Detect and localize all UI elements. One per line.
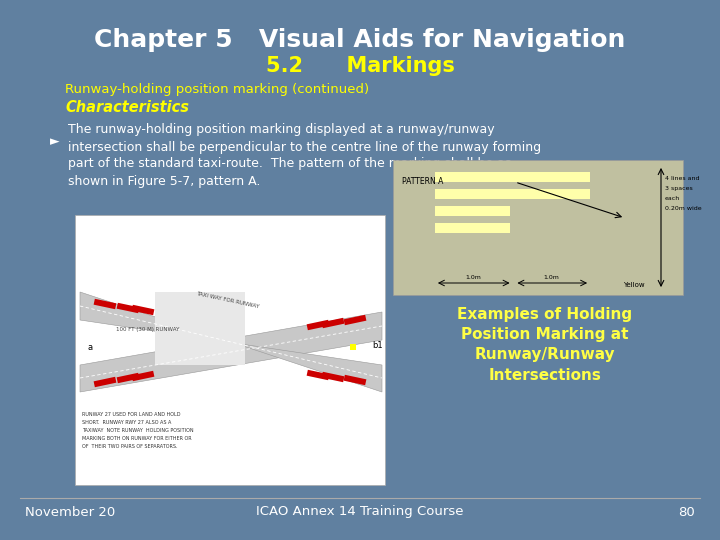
Text: Yellow: Yellow: [623, 282, 644, 288]
Bar: [343, 375, 366, 385]
Text: intersection shall be perpendicular to the centre line of the runway forming: intersection shall be perpendicular to t…: [68, 140, 541, 153]
Bar: [322, 318, 344, 328]
Text: 3 spaces: 3 spaces: [665, 186, 693, 191]
Bar: [75, 215, 385, 485]
Text: Position Marking at: Position Marking at: [462, 327, 629, 342]
Bar: [132, 371, 154, 381]
Text: 100 FT (30 M) RUNWAY: 100 FT (30 M) RUNWAY: [117, 327, 180, 332]
Bar: [307, 320, 329, 330]
Bar: [393, 160, 683, 295]
Bar: [435, 189, 590, 199]
Text: shown in Figure 5-7, pattern A.: shown in Figure 5-7, pattern A.: [68, 174, 261, 187]
Text: 0.20m wide: 0.20m wide: [665, 206, 701, 211]
Bar: [94, 377, 117, 387]
Bar: [322, 372, 344, 382]
Text: Runway/Runway: Runway/Runway: [474, 348, 616, 362]
Text: SHORT.  RUNWAY RWY 27 ALSO AS A: SHORT. RUNWAY RWY 27 ALSO AS A: [82, 420, 171, 425]
Text: ►: ►: [50, 136, 60, 148]
Bar: [94, 299, 117, 309]
Text: 4 lines and: 4 lines and: [665, 176, 700, 181]
Text: OF  THEIR TWO PAIRS OF SEPARATORS.: OF THEIR TWO PAIRS OF SEPARATORS.: [82, 444, 178, 449]
Text: 1.0m: 1.0m: [544, 275, 559, 280]
Text: Intersections: Intersections: [489, 368, 601, 382]
Text: each: each: [665, 196, 680, 201]
Text: Chapter 5   Visual Aids for Navigation: Chapter 5 Visual Aids for Navigation: [94, 28, 626, 52]
Text: ICAO Annex 14 Training Course: ICAO Annex 14 Training Course: [256, 505, 464, 518]
Text: TAXI WAY FOR RUNWAY: TAXI WAY FOR RUNWAY: [196, 291, 260, 309]
Text: Runway-holding position marking (continued): Runway-holding position marking (continu…: [65, 84, 369, 97]
Text: PATTERN A: PATTERN A: [402, 178, 444, 186]
Text: 80: 80: [678, 505, 695, 518]
Bar: [350, 344, 356, 350]
Polygon shape: [155, 292, 245, 365]
Bar: [307, 370, 329, 380]
Bar: [117, 373, 140, 383]
Text: 1.0m: 1.0m: [466, 275, 482, 280]
Text: TAXIWAY  NOTE RUNWAY  HOLDING POSITION: TAXIWAY NOTE RUNWAY HOLDING POSITION: [82, 428, 194, 433]
Text: Examples of Holding: Examples of Holding: [457, 307, 633, 322]
Bar: [132, 305, 154, 315]
Text: 5.2      Markings: 5.2 Markings: [266, 56, 454, 76]
Text: The runway-holding position marking displayed at a runway/runway: The runway-holding position marking disp…: [68, 124, 495, 137]
Text: November 20: November 20: [25, 505, 115, 518]
Text: a: a: [88, 343, 93, 352]
Text: Characteristics: Characteristics: [65, 100, 189, 116]
Text: RUNWAY 27 USED FOR LAND AND HOLD: RUNWAY 27 USED FOR LAND AND HOLD: [82, 412, 181, 417]
Bar: [435, 172, 590, 182]
Bar: [435, 223, 510, 233]
Text: part of the standard taxi-route.  The pattern of the marking shall be as: part of the standard taxi-route. The pat…: [68, 158, 511, 171]
Text: MARKING BOTH ON RUNWAY FOR EITHER OR: MARKING BOTH ON RUNWAY FOR EITHER OR: [82, 436, 192, 441]
Bar: [117, 303, 140, 313]
Polygon shape: [80, 312, 382, 392]
Text: b1: b1: [372, 341, 382, 350]
Bar: [343, 315, 366, 325]
Bar: [435, 206, 510, 216]
Polygon shape: [80, 292, 382, 392]
